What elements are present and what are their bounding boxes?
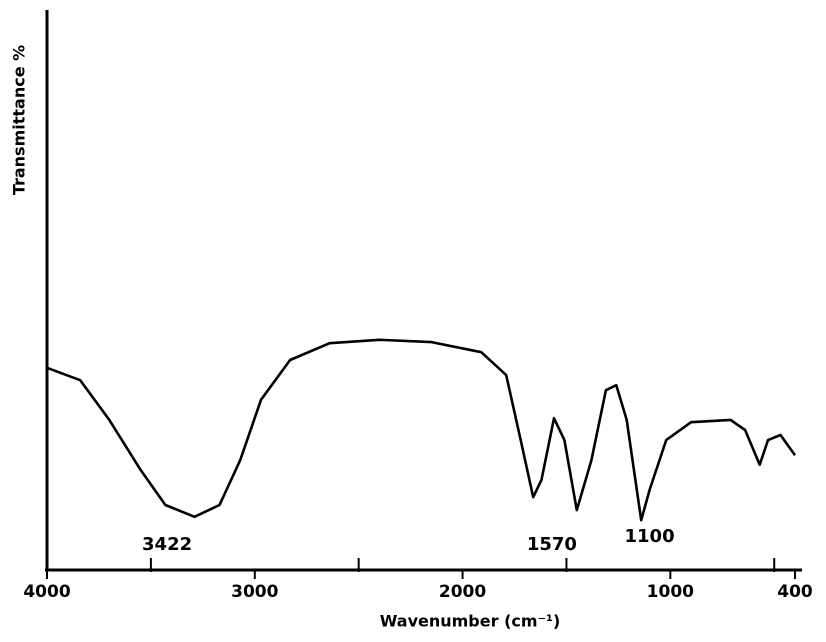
x-tick-label: 4000 xyxy=(23,582,70,602)
spectrum-line xyxy=(46,338,797,522)
x-axis-title: Wavenumber (cm⁻¹) xyxy=(380,612,561,631)
peak-label: 1100 xyxy=(625,526,675,547)
x-tick-label: 2000 xyxy=(439,582,486,602)
x-tick-label: 400 xyxy=(777,582,813,602)
y-axis-title: Transmittance % xyxy=(10,45,29,195)
peak-label: 3422 xyxy=(142,534,192,555)
x-tick-label: 1000 xyxy=(647,582,694,602)
x-tick-label: 3000 xyxy=(231,582,278,602)
peak-label: 1570 xyxy=(527,534,577,555)
